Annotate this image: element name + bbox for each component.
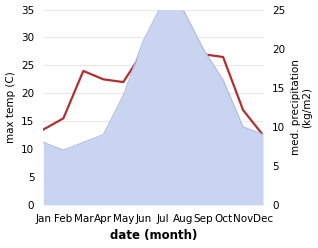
X-axis label: date (month): date (month) — [109, 229, 197, 243]
Y-axis label: max temp (C): max temp (C) — [5, 71, 16, 143]
Y-axis label: med. precipitation
(kg/m2): med. precipitation (kg/m2) — [291, 59, 313, 155]
